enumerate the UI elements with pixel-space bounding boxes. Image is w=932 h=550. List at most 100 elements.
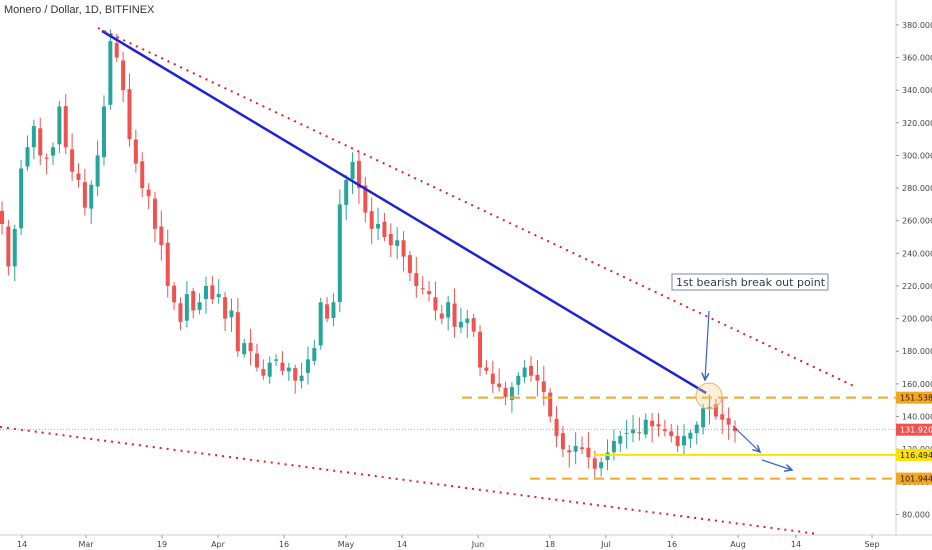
- candle-body: [363, 185, 368, 213]
- x-tick-label: 16: [667, 540, 677, 549]
- candle-body: [235, 312, 240, 352]
- candle-body: [599, 462, 604, 469]
- candle-body: [656, 424, 661, 427]
- candle-body: [382, 221, 387, 238]
- candle-body: [76, 173, 81, 180]
- candle-body: [325, 304, 330, 319]
- candle-body: [19, 168, 24, 229]
- candle-body: [108, 41, 113, 105]
- candle-body: [662, 429, 667, 432]
- candle-body: [210, 285, 215, 300]
- candle-body: [267, 362, 272, 377]
- candle-body: [688, 432, 693, 439]
- candle-body: [516, 375, 521, 385]
- candle-body: [57, 106, 62, 145]
- y-tick-label: 140.000: [902, 413, 932, 422]
- candle-body: [248, 342, 253, 352]
- candles: [0, 29, 737, 480]
- candle-body: [133, 139, 138, 164]
- callout-text: 1st bearish break out point: [676, 276, 826, 289]
- candle-body: [356, 160, 361, 189]
- y-tick-label: 260.000: [902, 217, 932, 226]
- drawings: [0, 27, 896, 535]
- y-tick-label: 240.000: [902, 249, 932, 258]
- candle-body: [611, 440, 616, 453]
- candle-body: [548, 392, 553, 417]
- y-tick-label: 200.000: [902, 315, 932, 324]
- x-tick-label: 14: [17, 540, 27, 549]
- candle-body: [293, 368, 298, 381]
- time-axis: 14 Mar 19 Apr 16 May 14 Jun 18 Jul 16 Aug 14 Sep: [17, 535, 880, 549]
- candle-body: [573, 445, 578, 452]
- x-tick-label: Apr: [211, 540, 226, 549]
- x-tick-label: Sep: [864, 540, 879, 549]
- candle-body: [682, 436, 687, 446]
- candle-body: [337, 204, 342, 303]
- candle-body: [439, 313, 444, 319]
- candle-body: [618, 436, 623, 444]
- candle-body: [25, 147, 30, 167]
- candle-body: [522, 367, 527, 378]
- candle-body: [401, 240, 406, 257]
- candle-body: [95, 155, 100, 187]
- candle-body: [694, 424, 699, 434]
- candle-body: [197, 302, 202, 310]
- candle-body: [254, 353, 259, 368]
- candle-body: [631, 429, 636, 434]
- candle-body: [701, 408, 706, 428]
- channel-upper: [97, 27, 857, 388]
- candle-body: [44, 157, 49, 159]
- candle-body: [89, 184, 94, 209]
- candle-body: [0, 210, 4, 224]
- candle-body: [242, 343, 247, 355]
- candle-body: [318, 302, 323, 346]
- candle-body: [427, 291, 432, 295]
- candle-body: [446, 302, 451, 318]
- candle-body: [484, 367, 489, 371]
- breakout-marker: [695, 382, 723, 410]
- candle-body: [172, 285, 177, 303]
- price-tag-bg: [896, 391, 932, 404]
- candle-body: [376, 223, 381, 229]
- candle-body: [229, 310, 234, 318]
- candle-body: [643, 419, 648, 435]
- x-tick-label: Jul: [600, 540, 611, 549]
- y-tick-label: 80.000: [902, 510, 930, 519]
- callout-box: [671, 273, 829, 291]
- candle-body: [541, 381, 546, 393]
- candle-body: [554, 418, 559, 437]
- candle-body: [140, 161, 145, 189]
- candle-body: [184, 294, 189, 321]
- candle-body: [465, 318, 470, 323]
- candle-body: [414, 273, 419, 286]
- projection-arrow-2: [761, 459, 792, 470]
- candle-body: [509, 387, 514, 400]
- candle-body: [478, 331, 483, 368]
- candle-body: [305, 359, 310, 373]
- y-tick-label: 180.000: [902, 347, 932, 356]
- candle-body: [586, 447, 591, 458]
- price-tag-bg: [896, 448, 932, 461]
- channel-lower: [0, 426, 819, 535]
- candle-body: [121, 60, 126, 91]
- candle-body: [165, 242, 170, 286]
- candle-body: [216, 294, 221, 298]
- candle-body: [82, 182, 87, 208]
- candle-body: [152, 198, 157, 229]
- candle-body: [535, 374, 540, 381]
- candle-body: [159, 226, 164, 246]
- projection-arrow-1: [732, 425, 760, 452]
- y-tick-label: 160.000: [902, 380, 932, 389]
- candle-body: [191, 291, 196, 311]
- x-tick-label: Aug: [730, 540, 746, 549]
- callout-arrow: [705, 310, 710, 380]
- x-tick-label: 19: [157, 540, 167, 549]
- candle-body: [637, 432, 642, 434]
- candle-body: [6, 226, 11, 267]
- candle-body: [63, 106, 68, 148]
- bearish-trendline: [101, 29, 707, 395]
- y-tick-label: 360.000: [902, 54, 932, 63]
- candle-body: [70, 149, 75, 172]
- candle-body: [388, 233, 393, 246]
